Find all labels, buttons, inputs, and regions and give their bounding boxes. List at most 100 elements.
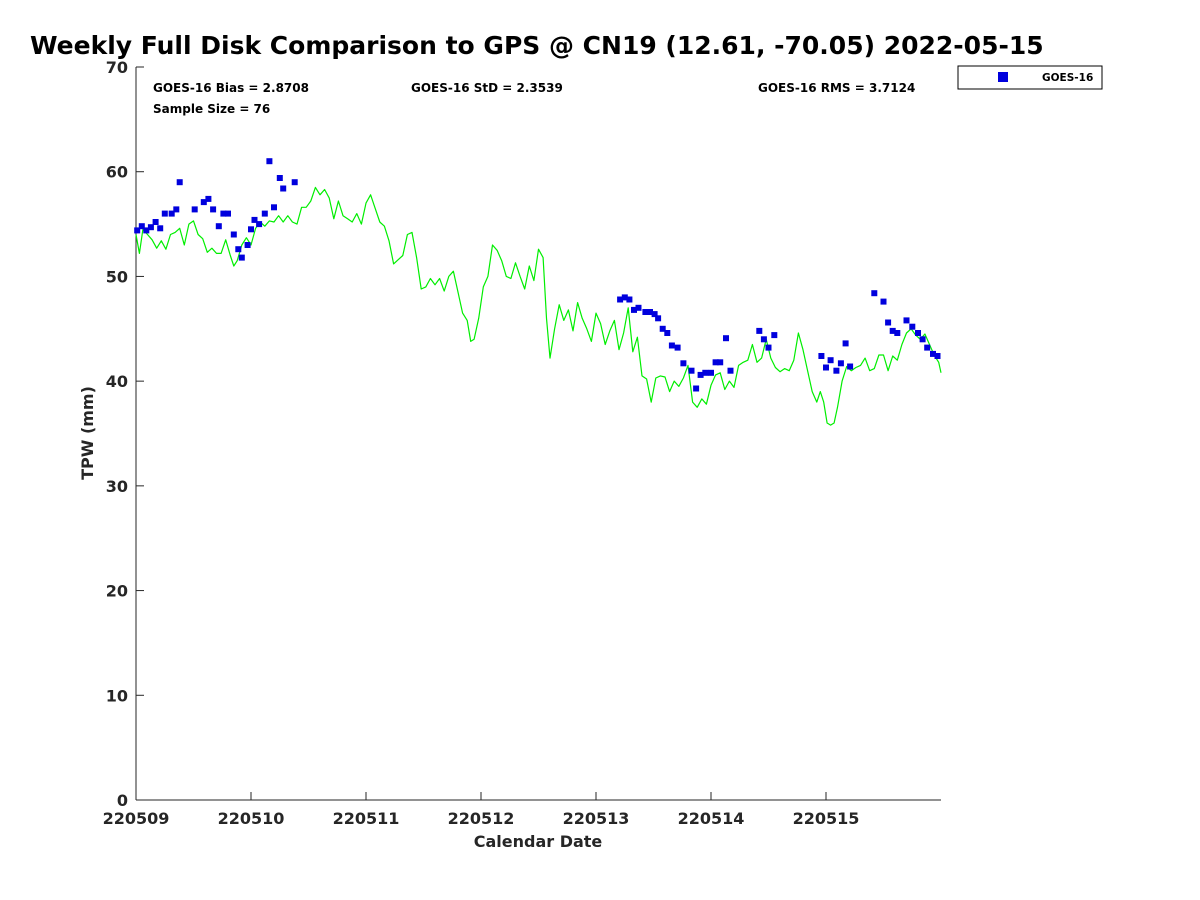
chart-title: Weekly Full Disk Comparison to GPS @ CN1… [30,31,1044,60]
goes16-point [712,359,719,366]
goes16-point [909,323,916,330]
rms-stat: GOES-16 RMS = 3.7124 [758,81,915,95]
goes16-point [668,342,675,349]
goes16-point [924,344,931,351]
legend: GOES-16 [957,65,1103,90]
goes16-point [631,306,637,313]
goes16-point [915,330,921,336]
goes16-point [833,367,840,374]
goes16-point [655,315,662,322]
goes16-point [161,210,168,217]
goes16-point [266,158,273,165]
goes16-point [235,246,242,253]
goes16-point [827,357,834,364]
goes16-point [651,311,658,318]
goes16-point [894,330,901,336]
goes16-point [251,216,258,223]
goes16-point [708,369,714,376]
goes16-point [919,336,926,343]
y-tick-label: 70 [106,58,128,77]
goes16-point [176,179,183,186]
plot-area: 0 10 20 30 40 50 60 70 220509 220510 220511 220512 2… [103,58,942,828]
goes16-point [771,332,778,339]
goes16-point [225,210,231,217]
goes16-point [760,336,767,343]
legend-marker-goes16 [998,72,1008,82]
goes16-point [693,385,700,392]
goes16-point [664,330,671,336]
goes16-point [674,344,681,351]
goes16-point [880,298,887,305]
y-tick-label: 10 [106,686,128,705]
goes16-point [756,327,763,334]
goes16-point [205,195,212,202]
goes16-point [256,221,263,228]
goes16-point [765,344,772,351]
goes16-point [280,185,287,192]
goes16-point [842,340,849,347]
goes16-point [173,206,180,213]
goes16-point [885,319,892,326]
goes16-point [697,371,704,378]
goes16-point [727,367,734,374]
goes16-point [723,335,729,342]
legend-box [957,65,1103,90]
y-tick-label: 60 [106,163,128,182]
x-tick-label: 220512 [448,809,515,828]
x-axis-label: Calendar Date [474,832,603,851]
goes16-point [647,309,653,315]
goes16-point [276,175,283,181]
goes16-point [147,224,154,231]
sample-size-stat: Sample Size = 76 [153,102,270,116]
y-tick-label: 20 [106,582,128,601]
goes16-point [934,353,941,359]
goes16-point [191,206,198,213]
goes16-point [244,242,251,248]
goes16-point [717,359,724,366]
goes16-point [626,296,633,303]
y-tick-label: 50 [106,267,128,286]
goes16-point [837,360,844,367]
y-tick-label: 40 [106,372,128,391]
x-tick-label: 220509 [103,809,170,828]
y-tick-label: 30 [106,477,128,496]
goes16-point [157,225,164,232]
goes16-point [659,325,666,332]
x-tick-label: 220510 [218,809,285,828]
goes16-point [617,296,624,303]
goes16-point [134,227,141,234]
goes16-point [230,231,237,238]
goes16-point [903,317,910,324]
x-tick-label: 220513 [563,809,630,828]
legend-label-goes16: GOES-16 [1042,72,1093,84]
goes16-point [271,204,277,211]
goes16-point [930,350,936,357]
goes16-point [210,206,217,213]
goes16-point [261,210,268,217]
goes16-point [702,369,709,376]
goes16-point [889,327,896,334]
goes16-point [143,227,150,234]
goes16-point [871,290,878,297]
goes16-point [680,360,687,367]
goes16-point [248,226,254,233]
x-tick-label: 220514 [678,809,745,828]
goes16-point [220,210,227,217]
std-stat: GOES-16 StD = 2.3539 [411,81,563,95]
goes16-point [621,294,628,301]
goes16-point [847,363,854,370]
x-tick-label: 220515 [793,809,860,828]
y-axis-label: TPW (mm) [78,386,97,480]
goes16-point [635,304,642,311]
goes16-point [642,309,649,315]
goes16-point [291,179,298,186]
goes16-point [818,353,825,359]
y-tick-label: 0 [117,791,128,810]
x-tick-label: 220511 [333,809,400,828]
goes16-point [215,223,222,230]
goes16-point [238,254,245,261]
goes16-point [138,223,145,230]
goes16-point [823,364,829,371]
